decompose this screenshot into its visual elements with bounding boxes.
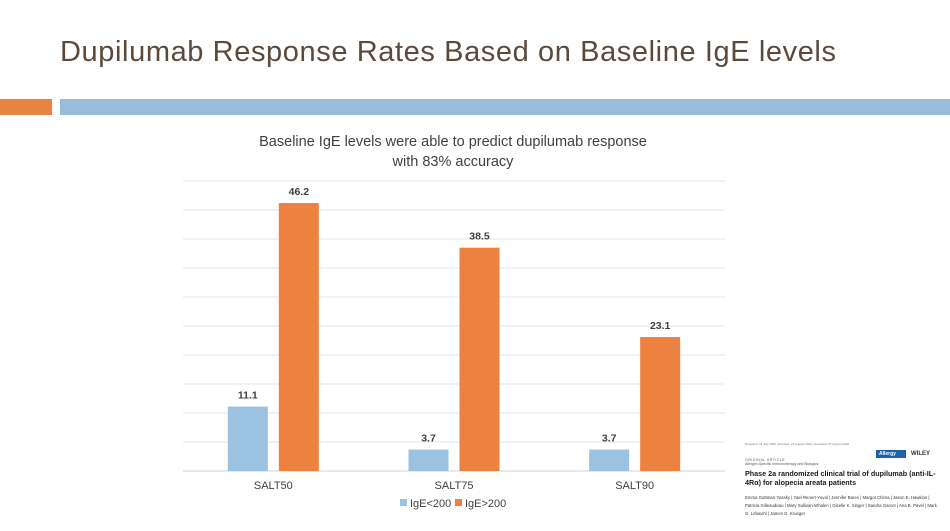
chart-title-line-2: with 83% accuracy — [392, 154, 514, 170]
x-tick-label: SALT50 — [254, 480, 293, 492]
publisher-logo: WILEY — [911, 451, 930, 457]
thumbnail-subsection: Allergen-Specific Immunotherapy and Biol… — [745, 462, 819, 466]
journal-logo: Allergy — [876, 450, 906, 458]
chart-title: Baseline IgE levels were able to predict… — [183, 132, 723, 172]
chart-bars: 11.1 46.2 3.7 38.5 3.7 23.1 — [227, 186, 681, 472]
thumbnail-article-title: Phase 2a randomized clinical trial of du… — [745, 469, 936, 487]
article-thumbnail: Received: 11 July 2022 | Revised: 21 Aug… — [736, 438, 940, 524]
bar-salt75-ige-under-200 — [408, 449, 449, 471]
bar-salt75-ige-over-200 — [459, 247, 500, 471]
title-accent-bar-blue — [60, 99, 950, 115]
thumbnail-meta: Received: 11 July 2022 | Revised: 21 Aug… — [745, 442, 850, 446]
journal-logo-text: Allergy — [879, 451, 896, 457]
x-tick-label: SALT75 — [435, 480, 474, 492]
chart-x-tick-labels: SALT50 SALT75 SALT90 — [254, 480, 654, 492]
thumbnail-authors: Emma Guttman-Yassky | Yael Renert-Yuval … — [745, 495, 937, 516]
data-label: 38.5 — [469, 231, 490, 243]
legend-swatch — [400, 499, 407, 506]
legend-swatch — [455, 499, 462, 506]
title-accent-bar-orange — [0, 99, 52, 115]
chart-gridlines — [183, 180, 725, 472]
bar-salt90-ige-under-200 — [589, 449, 630, 471]
chart-title-line-1: Baseline IgE levels were able to predict… — [259, 134, 647, 150]
legend-label: IgE>200 — [465, 498, 506, 510]
data-label: 3.7 — [602, 433, 617, 445]
bar-salt50-ige-over-200 — [278, 203, 319, 472]
slide-title: Dupilumab Response Rates Based on Baseli… — [60, 36, 837, 68]
x-tick-label: SALT90 — [615, 480, 654, 492]
data-label: 11.1 — [238, 390, 258, 402]
bar-salt50-ige-under-200 — [227, 406, 268, 471]
data-label: 46.2 — [289, 186, 310, 198]
bar-salt90-ige-over-200 — [640, 337, 681, 471]
chart-legend: IgE<200 IgE>200 — [400, 498, 506, 510]
thumbnail-section: ORIGINAL ARTICLE — [745, 458, 786, 462]
data-label: 3.7 — [421, 433, 436, 445]
legend-label: IgE<200 — [410, 498, 451, 510]
data-label: 23.1 — [650, 320, 671, 332]
